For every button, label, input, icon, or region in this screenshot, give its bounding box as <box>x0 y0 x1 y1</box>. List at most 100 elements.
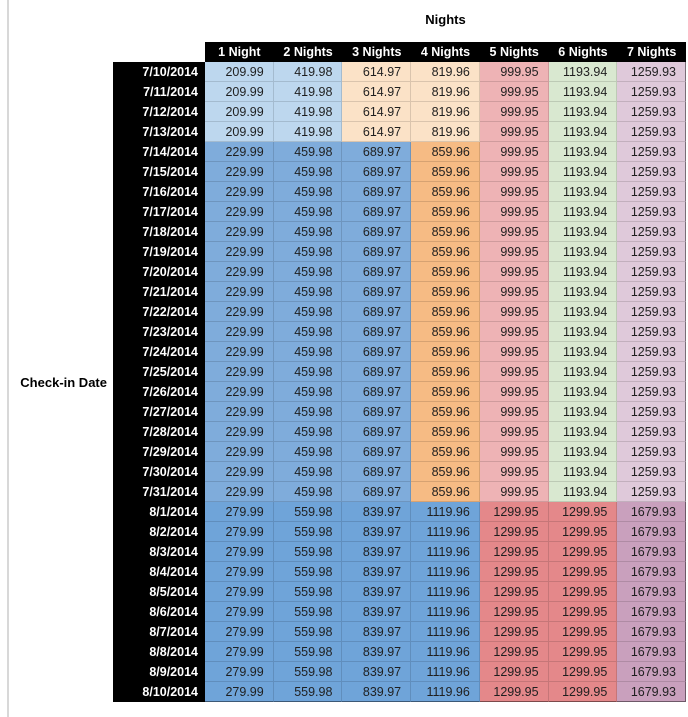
price-cell: 559.98 <box>273 502 343 522</box>
row-header-date: 7/25/2014 <box>113 362 205 382</box>
price-cell: 689.97 <box>342 262 412 282</box>
price-cell: 819.96 <box>411 82 480 102</box>
price-cell: 689.97 <box>342 242 412 262</box>
price-cell: 279.99 <box>205 622 274 642</box>
price-cell: 419.98 <box>273 62 343 82</box>
price-cell: 1193.94 <box>548 242 618 262</box>
price-cell: 1259.93 <box>617 82 686 102</box>
price-cell: 999.95 <box>479 262 549 282</box>
price-cell: 1259.93 <box>617 462 686 482</box>
price-cell: 1299.95 <box>479 502 549 522</box>
price-cell: 1193.94 <box>548 222 618 242</box>
row-header-date: 7/22/2014 <box>113 302 205 322</box>
price-cell: 689.97 <box>342 462 412 482</box>
price-cell: 1119.96 <box>411 522 480 542</box>
price-cell: 229.99 <box>205 362 274 382</box>
price-cell: 459.98 <box>273 222 343 242</box>
price-cell: 859.96 <box>411 482 480 502</box>
row-header-date: 8/10/2014 <box>113 682 205 702</box>
price-cell: 1299.95 <box>548 642 618 662</box>
row-header-date: 7/19/2014 <box>113 242 205 262</box>
price-cell: 1193.94 <box>548 422 618 442</box>
price-cell: 689.97 <box>342 302 412 322</box>
price-cell: 1259.93 <box>617 162 686 182</box>
price-cell: 1193.94 <box>548 442 618 462</box>
price-cell: 859.96 <box>411 202 480 222</box>
price-cell: 859.96 <box>411 282 480 302</box>
price-cell: 859.96 <box>411 182 480 202</box>
price-cell: 459.98 <box>273 262 343 282</box>
column-header-7-night: 7 Nights <box>617 42 686 62</box>
price-cell: 999.95 <box>479 362 549 382</box>
price-cell: 459.98 <box>273 482 343 502</box>
price-cell: 1193.94 <box>548 142 618 162</box>
price-cell: 1193.94 <box>548 62 618 82</box>
price-cell: 999.95 <box>479 202 549 222</box>
price-cell: 1299.95 <box>548 622 618 642</box>
price-cell: 839.97 <box>342 662 412 682</box>
price-cell: 689.97 <box>342 362 412 382</box>
price-cell: 1299.95 <box>548 662 618 682</box>
column-header-5-night: 5 Nights <box>479 42 549 62</box>
price-cell: 209.99 <box>205 82 274 102</box>
price-cell: 999.95 <box>479 482 549 502</box>
price-cell: 229.99 <box>205 222 274 242</box>
price-cell: 689.97 <box>342 222 412 242</box>
row-header-date: 7/16/2014 <box>113 182 205 202</box>
price-cell: 839.97 <box>342 642 412 662</box>
page-left-rule <box>7 0 9 717</box>
price-cell: 279.99 <box>205 582 274 602</box>
row-header-date: 8/2/2014 <box>113 522 205 542</box>
price-cell: 419.98 <box>273 122 343 142</box>
price-cell: 689.97 <box>342 482 412 502</box>
price-cell: 1679.93 <box>617 582 686 602</box>
price-cell: 999.95 <box>479 322 549 342</box>
price-cell: 1299.95 <box>479 582 549 602</box>
price-cell: 1119.96 <box>411 502 480 522</box>
column-header-1-night: 1 Night <box>205 42 274 62</box>
price-cell: 1259.93 <box>617 302 686 322</box>
price-cell: 459.98 <box>273 242 343 262</box>
price-cell: 459.98 <box>273 382 343 402</box>
price-cell: 1119.96 <box>411 642 480 662</box>
column-header-6-night: 6 Nights <box>548 42 618 62</box>
row-header-date: 8/6/2014 <box>113 602 205 622</box>
price-cell: 839.97 <box>342 682 412 702</box>
price-cell: 999.95 <box>479 162 549 182</box>
row-header-date: 7/23/2014 <box>113 322 205 342</box>
price-cell: 689.97 <box>342 422 412 442</box>
price-cell: 1299.95 <box>548 682 618 702</box>
checkin-date-axis-label: Check-in Date <box>20 375 107 390</box>
price-cell: 459.98 <box>273 282 343 302</box>
price-cell: 559.98 <box>273 542 343 562</box>
price-cell: 229.99 <box>205 202 274 222</box>
price-cell: 999.95 <box>479 102 549 122</box>
price-cell: 229.99 <box>205 322 274 342</box>
price-cell: 459.98 <box>273 302 343 322</box>
nightly-rate-grid: 1 Night 2 Nights 3 Nights 4 Nights 5 Nights 6… <box>113 42 686 702</box>
price-cell: 689.97 <box>342 442 412 462</box>
price-cell: 459.98 <box>273 342 343 362</box>
row-header-date: 7/27/2014 <box>113 402 205 422</box>
price-cell: 229.99 <box>205 182 274 202</box>
row-header-date: 7/21/2014 <box>113 282 205 302</box>
price-cell: 859.96 <box>411 162 480 182</box>
row-header-date: 8/9/2014 <box>113 662 205 682</box>
price-cell: 1259.93 <box>617 442 686 462</box>
price-cell: 689.97 <box>342 322 412 342</box>
price-cell: 1193.94 <box>548 102 618 122</box>
column-header-4-night: 4 Nights <box>411 42 480 62</box>
price-cell: 459.98 <box>273 362 343 382</box>
price-cell: 419.98 <box>273 102 343 122</box>
price-cell: 1193.94 <box>548 282 618 302</box>
price-cell: 559.98 <box>273 622 343 642</box>
price-cell: 1193.94 <box>548 322 618 342</box>
price-cell: 839.97 <box>342 502 412 522</box>
price-cell: 819.96 <box>411 102 480 122</box>
price-cell: 1259.93 <box>617 222 686 242</box>
price-cell: 859.96 <box>411 402 480 422</box>
price-cell: 859.96 <box>411 462 480 482</box>
row-header-date: 7/30/2014 <box>113 462 205 482</box>
price-cell: 859.96 <box>411 242 480 262</box>
